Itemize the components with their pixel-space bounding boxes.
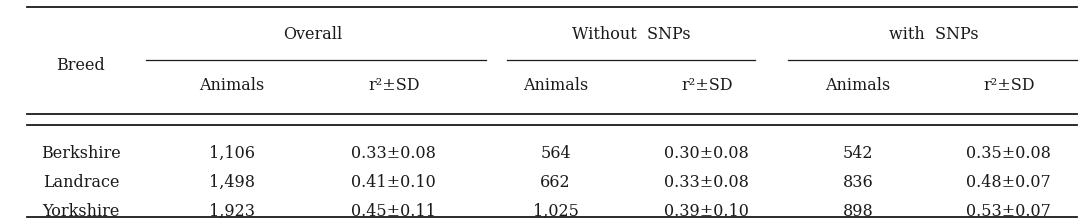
Text: 898: 898 — [843, 203, 873, 219]
Text: 1,923: 1,923 — [209, 203, 255, 219]
Text: 0.45±0.11: 0.45±0.11 — [352, 203, 436, 219]
Text: 0.41±0.10: 0.41±0.10 — [352, 174, 436, 191]
Text: Berkshire: Berkshire — [41, 145, 121, 162]
Text: 1,106: 1,106 — [209, 145, 255, 162]
Text: 564: 564 — [541, 145, 571, 162]
Text: r²±SD: r²±SD — [368, 77, 420, 93]
Text: r²±SD: r²±SD — [983, 77, 1035, 93]
Text: 1,498: 1,498 — [209, 174, 255, 191]
Text: Breed: Breed — [56, 57, 106, 74]
Text: with  SNPs: with SNPs — [888, 26, 979, 43]
Text: 0.53±0.07: 0.53±0.07 — [967, 203, 1051, 219]
Text: Animals: Animals — [825, 77, 890, 93]
Text: r²±SD: r²±SD — [681, 77, 733, 93]
Text: Without  SNPs: Without SNPs — [572, 26, 691, 43]
Text: 542: 542 — [843, 145, 873, 162]
Text: 0.33±0.08: 0.33±0.08 — [665, 174, 749, 191]
Text: 0.35±0.08: 0.35±0.08 — [967, 145, 1051, 162]
Text: 662: 662 — [541, 174, 571, 191]
Text: 0.33±0.08: 0.33±0.08 — [352, 145, 436, 162]
Text: 0.48±0.07: 0.48±0.07 — [967, 174, 1051, 191]
Text: 0.30±0.08: 0.30±0.08 — [665, 145, 749, 162]
Text: Animals: Animals — [200, 77, 264, 93]
Text: 1,025: 1,025 — [533, 203, 578, 219]
Text: Yorkshire: Yorkshire — [42, 203, 120, 219]
Text: Landrace: Landrace — [43, 174, 119, 191]
Text: 0.39±0.10: 0.39±0.10 — [665, 203, 749, 219]
Text: 836: 836 — [843, 174, 873, 191]
Text: Animals: Animals — [523, 77, 588, 93]
Text: Overall: Overall — [284, 26, 342, 43]
